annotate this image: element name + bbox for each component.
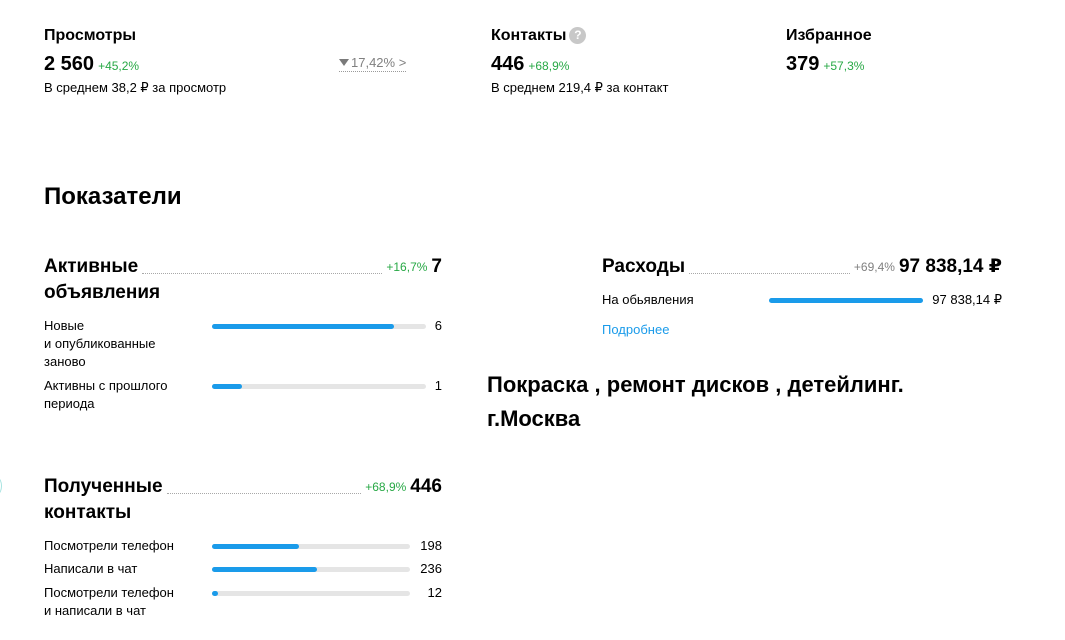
list-item: Новые и опубликованные заново 6: [44, 317, 442, 371]
list-item: Написали в чат 236: [44, 560, 442, 578]
leader-dots: [689, 254, 850, 274]
progress-bar: [769, 298, 923, 303]
active-listings-delta: +16,7%: [386, 260, 428, 274]
item-label: Написали в чат: [44, 561, 138, 576]
item-value: 12: [427, 585, 442, 600]
description-line: Покраска , ремонт дисков , детейлинг.: [487, 372, 904, 397]
item-value: 198: [420, 538, 442, 553]
progress-bar: [212, 384, 426, 389]
help-icon[interactable]: ?: [569, 27, 587, 44]
views-stat: Просмотры 2 560 +45,2% В среднем 38,2 ₽ …: [44, 26, 226, 96]
listing-description: Покраска , ремонт дисков , детейлинг. г.…: [487, 368, 904, 436]
progress-bar: [212, 324, 426, 329]
item-label: периода: [44, 396, 95, 411]
favorites-delta: +57,3%: [823, 59, 865, 73]
item-value: 1: [434, 378, 442, 393]
list-item: Активны с прошлого периода 1: [44, 377, 442, 413]
received-contacts-title: Полученные: [44, 476, 163, 497]
contacts-delta: +68,9%: [528, 59, 570, 73]
progress-fill: [212, 324, 394, 329]
indicators-title: Показатели: [44, 183, 182, 210]
contacts-average: В среднем 219,4 ₽ за контакт: [491, 80, 669, 95]
item-label: Новые: [44, 318, 85, 333]
favorites-value: 379: [786, 53, 820, 75]
contacts-title: Контакты: [491, 27, 567, 44]
views-title: Просмотры: [44, 27, 137, 44]
list-item: Посмотрели телефон 198: [44, 537, 442, 555]
received-contacts-delta: +68,9%: [365, 480, 407, 494]
more-details-link[interactable]: Подробнее: [602, 322, 670, 337]
progress-fill: [769, 298, 923, 303]
expenses-block: Расходы +69,4% 97 838,14 ₽ На обьявления…: [602, 254, 1002, 337]
expenses-value: 97 838,14 ₽: [898, 256, 1002, 277]
item-value: 97 838,14 ₽: [932, 292, 1002, 307]
views-value: 2 560: [44, 53, 95, 75]
received-contacts-block: Полученные +68,9% 446 контакты Посмотрел…: [44, 474, 442, 624]
item-label: и опубликованные: [44, 336, 156, 351]
contacts-stat: Контакты? 446 +68,9% В среднем 219,4 ₽ з…: [491, 26, 668, 96]
progress-fill: [212, 544, 300, 549]
progress-bar: [212, 544, 410, 549]
chevron-right-icon: >: [398, 55, 407, 70]
active-listings-value: 7: [431, 256, 442, 277]
item-label: Посмотрели телефон: [44, 538, 174, 553]
item-label: заново: [44, 354, 86, 369]
active-listings-block: Активные +16,7% 7 объявления Новые и опу…: [44, 254, 442, 424]
contacts-value: 446: [491, 53, 525, 75]
leader-dots: [142, 254, 383, 274]
funnel-icon: [339, 59, 349, 66]
list-item: Посмотрели телефон и написали в чат 12: [44, 584, 442, 620]
item-value: 236: [420, 561, 442, 576]
leader-dots: [166, 474, 362, 494]
item-label: и написали в чат: [44, 603, 146, 618]
conversion-value: 17,42%: [351, 55, 396, 70]
description-line: г.Москва: [487, 406, 581, 431]
active-listings-title-line2: объявления: [44, 282, 161, 303]
received-contacts-value: 446: [410, 476, 442, 497]
progress-fill: [212, 384, 242, 389]
views-delta: +45,2%: [98, 59, 140, 73]
list-item: На обьявления 97 838,14 ₽: [602, 291, 1002, 309]
favorites-title: Избранное: [786, 27, 872, 44]
item-label: На обьявления: [602, 292, 694, 307]
favorites-stat: Избранное 379 +57,3%: [786, 26, 872, 76]
active-listings-title: Активные: [44, 256, 139, 277]
item-label: Посмотрели телефон: [44, 585, 174, 600]
item-label: Активны с прошлого: [44, 378, 168, 393]
conversion-link[interactable]: 17,42% >: [339, 55, 407, 72]
progress-fill: [212, 591, 218, 596]
views-average: В среднем 38,2 ₽ за просмотр: [44, 80, 227, 95]
item-value: 6: [434, 318, 442, 333]
expenses-title: Расходы: [602, 256, 686, 277]
progress-bar: [212, 591, 410, 596]
expenses-delta: +69,4%: [853, 260, 895, 274]
received-contacts-title-line2: контакты: [44, 502, 132, 523]
progress-fill: [212, 567, 317, 572]
edge-handle: [0, 478, 2, 494]
progress-bar: [212, 567, 410, 572]
